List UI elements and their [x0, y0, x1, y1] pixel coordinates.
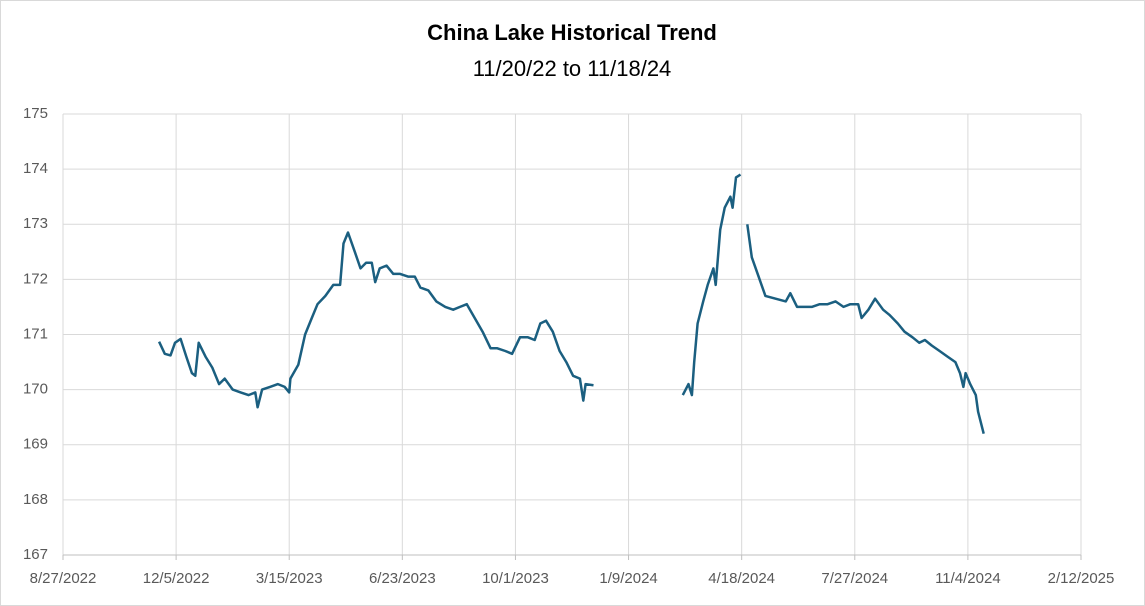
chart-subtitle: 11/20/22 to 11/18/24	[473, 56, 672, 81]
x-tick-label: 12/5/2022	[143, 570, 210, 587]
y-tick-label: 172	[23, 270, 48, 287]
y-tick-label: 170	[23, 381, 48, 398]
chart-title: China Lake Historical Trend	[427, 20, 717, 45]
x-tick-label: 7/27/2024	[821, 570, 888, 587]
x-tick-label: 1/9/2024	[599, 570, 657, 587]
x-tick-label: 4/18/2024	[708, 570, 775, 587]
y-tick-label: 167	[23, 546, 48, 563]
x-tick-label: 10/1/2023	[482, 570, 549, 587]
x-tick-label: 3/15/2023	[256, 570, 323, 587]
y-tick-label: 169	[23, 436, 48, 453]
y-tick-label: 175	[23, 105, 48, 122]
x-tick-label: 11/4/2024	[935, 570, 1001, 587]
x-tick-label: 6/23/2023	[369, 570, 436, 587]
y-tick-label: 171	[23, 325, 48, 342]
y-tick-label: 168	[23, 491, 48, 508]
x-tick-label: 8/27/2022	[30, 570, 97, 587]
data-line	[157, 173, 985, 435]
x-tick-label: 2/12/2025	[1048, 570, 1115, 587]
y-tick-label: 174	[23, 160, 48, 177]
y-tick-label: 173	[23, 215, 48, 232]
